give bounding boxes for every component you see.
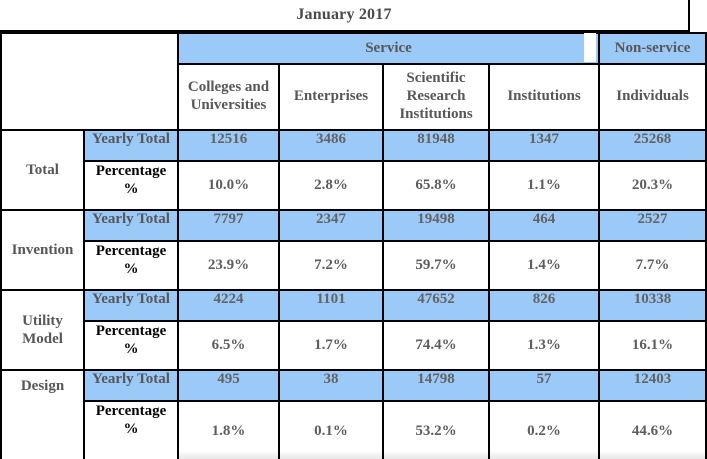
table-title-bar: January 2017	[0, 0, 690, 32]
group-header-non-service: Non-service	[598, 32, 707, 65]
cell-utility-pct-enterprises: 1.7%	[278, 320, 384, 371]
cell-design-pct-enterprises: 0.1%	[278, 400, 384, 459]
cell-design-pct-institutions: 0.2%	[487, 400, 601, 459]
cell-invention-institutions: 464	[487, 209, 601, 242]
cell-utility-pct-institutions: 1.3%	[487, 320, 601, 371]
category-label-invention: Invention	[0, 209, 85, 291]
cell-utility-pct-colleges: 6.5%	[177, 320, 280, 371]
cell-total-pct-scientific: 65.8%	[382, 160, 490, 211]
row-label-yearly-total: Yearly Total	[83, 369, 179, 402]
cell-utility-individuals: 10338	[598, 289, 707, 322]
table-row-utility-percentage: Percentage % 6.5% 1.7% 74.4% 1.3% 16.1%	[1, 320, 707, 371]
cell-invention-pct-scientific: 59.7%	[382, 240, 490, 291]
cell-total-individuals: 25268	[598, 129, 707, 162]
row-label-yearly-total: Yearly Total	[83, 209, 179, 242]
cell-invention-pct-colleges: 23.9%	[177, 240, 280, 291]
cell-total-scientific: 81948	[382, 129, 490, 162]
cell-utility-colleges: 4224	[177, 289, 280, 322]
row-label-percentage: Percentage %	[83, 240, 179, 291]
cell-utility-scientific: 47652	[382, 289, 490, 322]
cell-invention-pct-enterprises: 7.2%	[278, 240, 384, 291]
cell-total-pct-individuals: 20.3%	[598, 160, 707, 211]
cell-invention-enterprises: 2347	[278, 209, 384, 242]
column-header-institutions: Institutions	[487, 63, 601, 131]
column-header-row: Colleges and Universities Enterprises Sc…	[1, 63, 707, 131]
cell-design-individuals: 12403	[598, 369, 707, 402]
cell-total-pct-colleges: 10.0%	[177, 160, 280, 211]
cell-total-pct-institutions: 1.1%	[487, 160, 601, 211]
cell-total-pct-enterprises: 2.8%	[278, 160, 384, 211]
category-label-utility-model: Utility Model	[0, 289, 85, 371]
cell-utility-institutions: 826	[487, 289, 601, 322]
cell-design-pct-scientific: 53.2%	[382, 400, 490, 459]
table-row-design-yearly: Design Yearly Total 495 38 14798 57 1240…	[0, 369, 707, 459]
cell-invention-colleges: 7797	[177, 209, 280, 242]
group-header-row: Service Non-service	[0, 32, 707, 131]
empty-corner-cell	[0, 32, 179, 131]
cell-invention-scientific: 19498	[382, 209, 490, 242]
row-label-percentage: Percentage %	[83, 320, 179, 371]
statistics-table: Service Non-service Colleges and Univers…	[0, 32, 707, 459]
cell-invention-individuals: 2527	[598, 209, 707, 242]
row-label-percentage: Percentage %	[83, 400, 179, 459]
cell-utility-enterprises: 1101	[278, 289, 384, 322]
cell-invention-pct-institutions: 1.4%	[487, 240, 601, 291]
cell-design-pct-individuals: 44.6%	[598, 400, 707, 459]
cell-total-institutions: 1347	[487, 129, 601, 162]
table-row-total-yearly: Total Yearly Total 12516 3486 81948 1347…	[0, 129, 707, 211]
cell-invention-pct-individuals: 7.7%	[598, 240, 707, 291]
cell-design-pct-colleges: 1.8%	[177, 400, 280, 459]
row-label-percentage: Percentage %	[83, 160, 179, 211]
column-header-colleges: Colleges and Universities	[177, 63, 280, 131]
cell-utility-pct-individuals: 16.1%	[598, 320, 707, 371]
category-label-design: Design	[0, 369, 85, 459]
table-row-invention-percentage: Percentage % 23.9% 7.2% 59.7% 1.4% 7.7%	[1, 240, 707, 291]
cell-design-colleges: 495	[177, 369, 280, 402]
cell-design-scientific: 14798	[382, 369, 490, 402]
row-label-yearly-total: Yearly Total	[83, 129, 179, 162]
table-title: January 2017	[296, 6, 392, 23]
cell-total-colleges: 12516	[177, 129, 280, 162]
column-header-enterprises: Enterprises	[278, 63, 384, 131]
column-header-scientific: Scientific Research Institutions	[382, 63, 490, 131]
cell-design-institutions: 57	[487, 369, 601, 402]
table-row-utility-yearly: Utility Model Yearly Total 4224 1101 476…	[0, 289, 707, 371]
service-nonservice-gap	[584, 33, 596, 62]
cell-design-enterprises: 38	[278, 369, 384, 402]
row-label-yearly-total: Yearly Total	[83, 289, 179, 322]
table-row-invention-yearly: Invention Yearly Total 7797 2347 19498 4…	[0, 209, 707, 291]
cell-total-enterprises: 3486	[278, 129, 384, 162]
cell-utility-pct-scientific: 74.4%	[382, 320, 490, 371]
table-row-total-percentage: Percentage % 10.0% 2.8% 65.8% 1.1% 20.3%	[1, 160, 707, 211]
table-row-design-percentage: Percentage % 1.8% 0.1% 53.2% 0.2% 44.6%	[1, 400, 707, 459]
group-header-service: Service	[176, 32, 601, 65]
column-header-individuals: Individuals	[598, 63, 707, 131]
category-label-total: Total	[0, 129, 85, 211]
